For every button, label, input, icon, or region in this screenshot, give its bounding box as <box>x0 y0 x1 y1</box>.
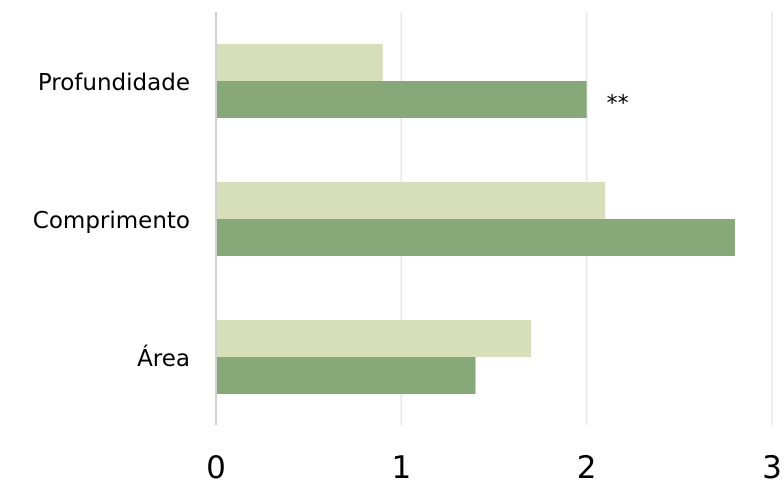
bar-profundidade-series-1 <box>216 44 383 81</box>
category-label: Profundidade <box>38 70 190 96</box>
x-tick-label: 2 <box>577 450 597 483</box>
x-tick-label: 3 <box>762 450 782 483</box>
category-labels: Profundidade Comprimento Área <box>33 70 190 372</box>
significance-annotation: ** <box>607 92 629 117</box>
x-tick-label: 1 <box>391 450 411 483</box>
x-tick-label: 0 <box>206 450 226 483</box>
bar-comprimento-series-1 <box>216 182 606 219</box>
value-tick-labels: 0 1 2 3 <box>206 450 782 483</box>
bar-profundidade-series-2 <box>216 81 587 118</box>
category-label: Área <box>137 344 190 372</box>
bar-comprimento-series-2 <box>216 219 735 256</box>
bars <box>216 44 735 394</box>
category-label: Comprimento <box>33 208 190 234</box>
annotations: ** <box>607 92 629 117</box>
bar--rea-series-2 <box>216 357 476 394</box>
bar--rea-series-1 <box>216 320 532 357</box>
